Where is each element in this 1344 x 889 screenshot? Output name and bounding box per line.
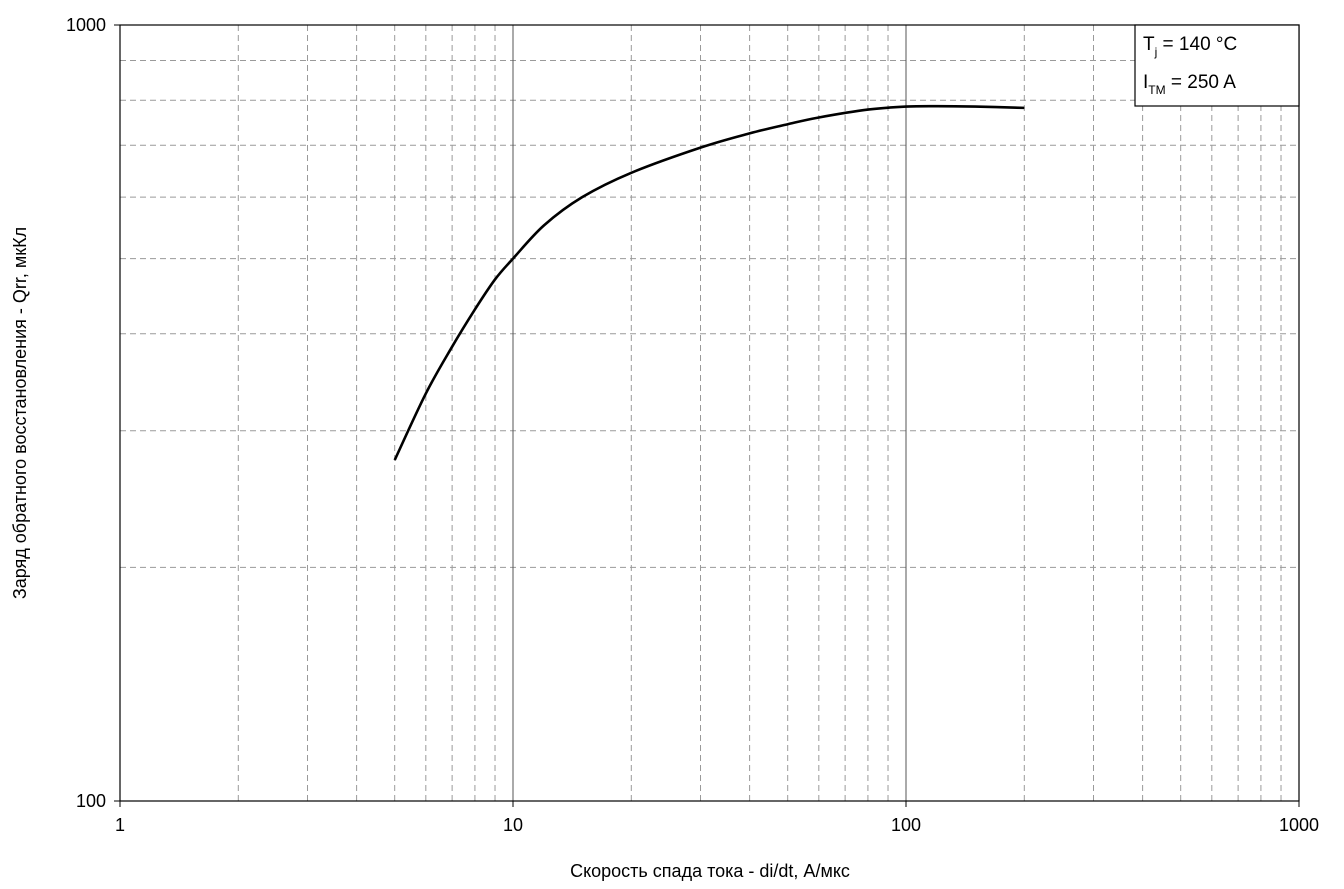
legend-entry-current: ITM = 250 A [1143, 72, 1236, 97]
y-tick-label: 100 [76, 791, 106, 811]
tick-labels: 1 10 100 1000 100 1000 [66, 15, 1319, 835]
grid [120, 25, 1299, 801]
x-tick-label: 100 [891, 815, 921, 835]
series-layer [393, 104, 1025, 461]
series-line-0 [393, 104, 1025, 461]
plot-frame [114, 24, 1300, 807]
legend: Tj = 140 °C ITM = 250 A [1134, 24, 1300, 107]
x-tick-label: 1 [115, 815, 125, 835]
x-tick-label: 10 [503, 815, 523, 835]
x-tick-label: 1000 [1279, 815, 1319, 835]
y-axis-title: Заряд обратного восстановления - Qrr, мк… [10, 227, 30, 599]
x-axis-title: Скорость спада тока - di/dt, А/мкс [570, 861, 850, 881]
y-tick-label: 1000 [66, 15, 106, 35]
legend-entry-temperature: Tj = 140 °C [1143, 34, 1237, 59]
plot-area-border [119, 24, 1300, 802]
legend-box [1134, 24, 1300, 107]
